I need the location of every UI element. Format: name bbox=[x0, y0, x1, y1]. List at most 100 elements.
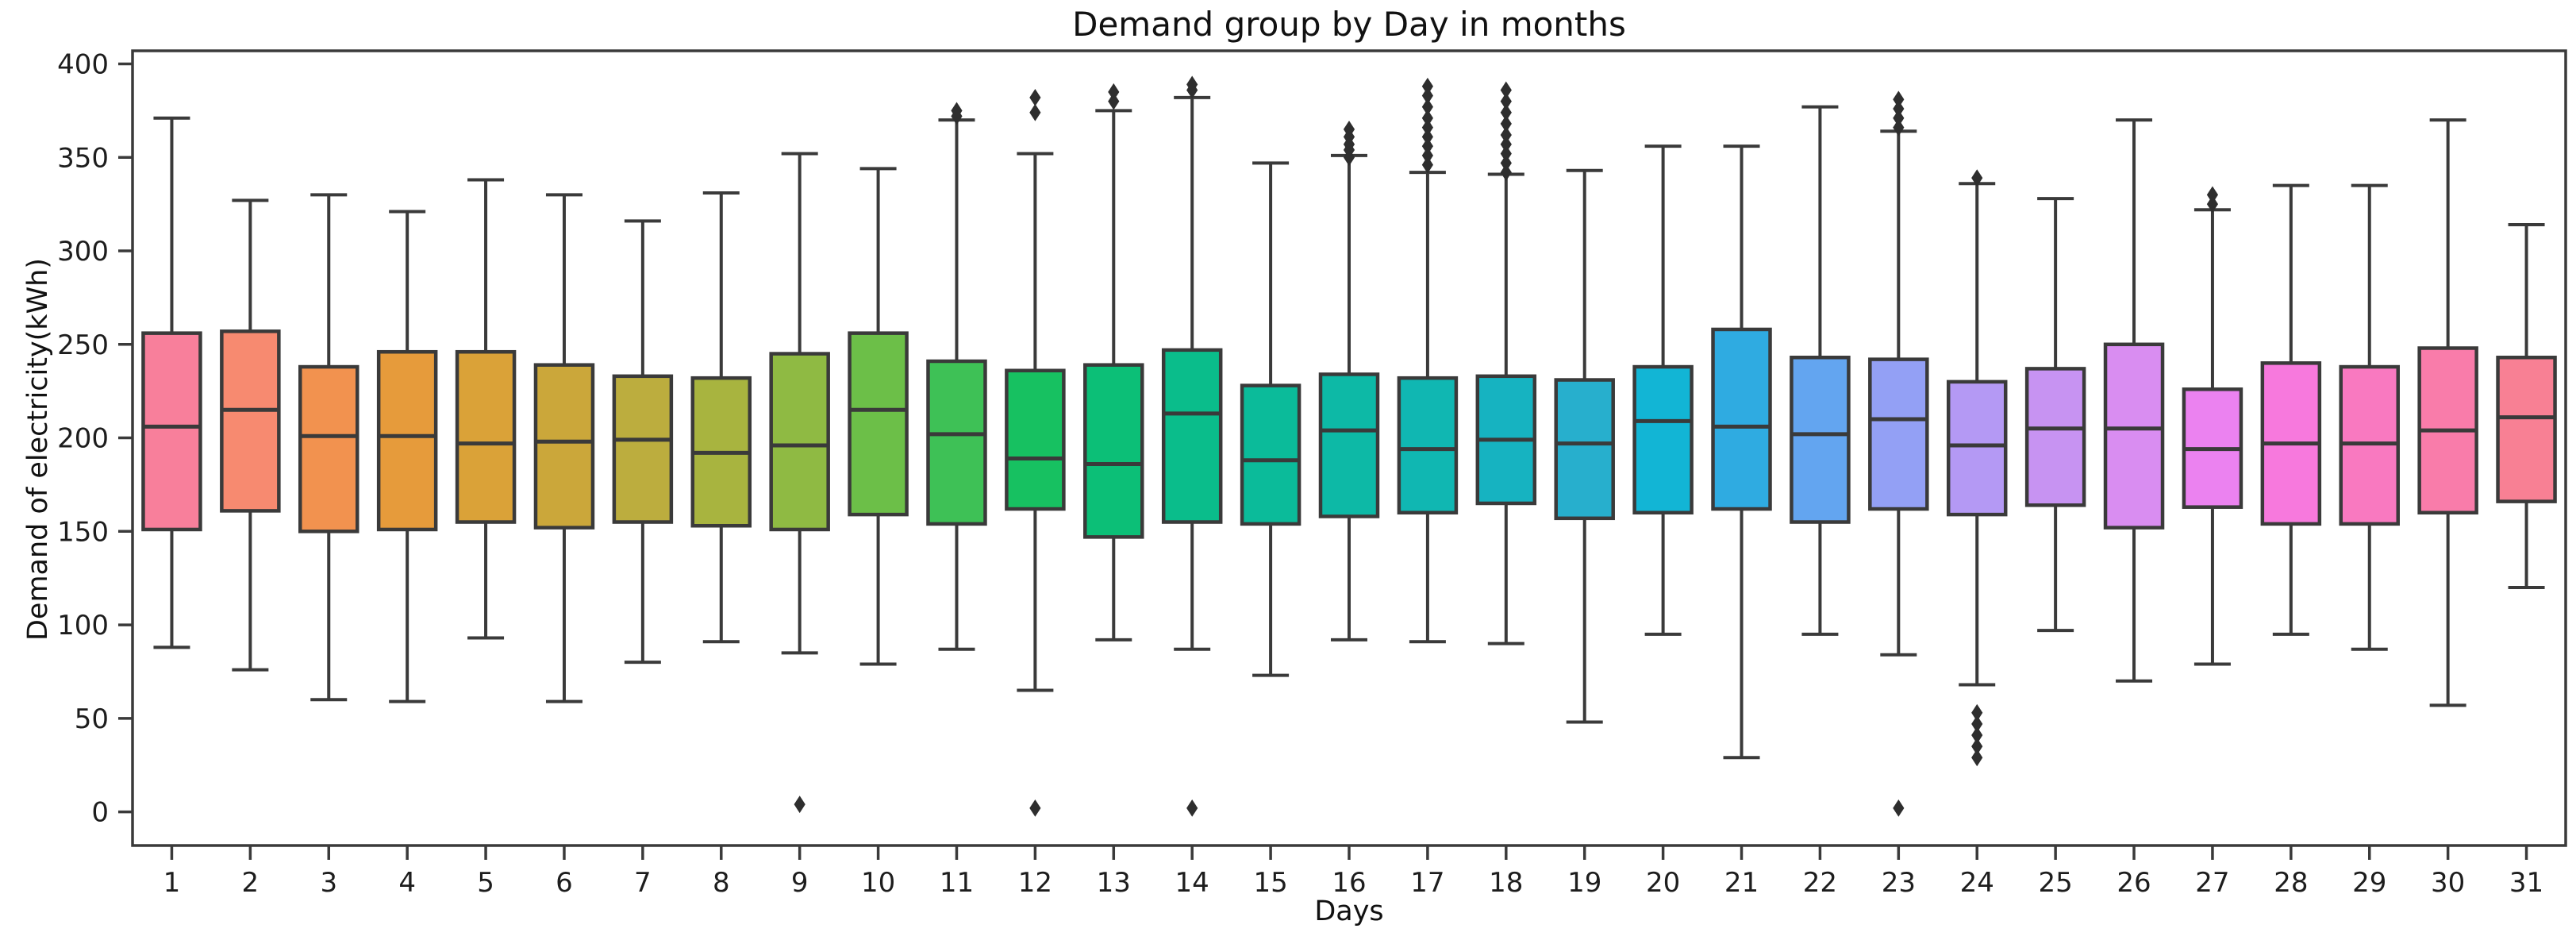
box-day-2 bbox=[220, 329, 281, 513]
x-tick-label: 26 bbox=[2117, 867, 2151, 899]
outlier-day-13 bbox=[1108, 83, 1120, 101]
outlier-day-18 bbox=[1500, 126, 1512, 144]
outlier-day-23 bbox=[1893, 91, 1905, 109]
outlier-day-18 bbox=[1500, 92, 1512, 110]
outlier-day-24 bbox=[1971, 726, 1983, 744]
outlier-day-17 bbox=[1421, 137, 1433, 156]
y-tick-label: 150 bbox=[57, 516, 109, 548]
outlier-day-13 bbox=[1108, 92, 1120, 110]
outlier-day-18 bbox=[1500, 135, 1512, 153]
outlier-day-17 bbox=[1421, 118, 1433, 137]
box-day-14 bbox=[1161, 348, 1223, 524]
box-day-4 bbox=[376, 349, 438, 532]
x-tick-label: 15 bbox=[1253, 867, 1287, 899]
outlier-day-9 bbox=[794, 796, 805, 814]
y-axis-label: Demand of electricity(kWh) bbox=[22, 257, 54, 641]
box-day-23 bbox=[1868, 357, 1929, 511]
outlier-day-18 bbox=[1500, 81, 1512, 99]
x-tick-label: 22 bbox=[1803, 867, 1837, 899]
x-tick-label: 7 bbox=[634, 867, 652, 899]
x-tick-label: 12 bbox=[1018, 867, 1052, 899]
box-day-6 bbox=[533, 363, 595, 530]
outlier-day-24 bbox=[1971, 169, 1983, 187]
box-day-12 bbox=[1005, 368, 1066, 511]
box-day-15 bbox=[1240, 383, 1301, 526]
box-day-9 bbox=[769, 352, 830, 532]
y-tick-label: 200 bbox=[57, 423, 109, 455]
outlier-day-12 bbox=[1029, 103, 1041, 121]
y-tick-label: 0 bbox=[91, 797, 109, 829]
outlier-day-17 bbox=[1421, 87, 1433, 105]
outlier-day-23 bbox=[1893, 109, 1905, 127]
outlier-day-24 bbox=[1971, 749, 1983, 767]
y-tick-label: 50 bbox=[75, 703, 109, 735]
x-tick-label: 14 bbox=[1175, 867, 1209, 899]
x-tick-label: 28 bbox=[2274, 867, 2308, 899]
outlier-day-24 bbox=[1971, 738, 1983, 756]
x-tick-label: 31 bbox=[2509, 867, 2543, 899]
box-day-19 bbox=[1554, 378, 1615, 521]
box-day-20 bbox=[1632, 364, 1694, 515]
box-day-13 bbox=[1083, 363, 1144, 539]
outlier-day-23 bbox=[1893, 118, 1905, 137]
outlier-day-27 bbox=[2206, 186, 2219, 204]
x-tick-label: 24 bbox=[1960, 867, 1994, 899]
x-tick-label: 18 bbox=[1489, 867, 1523, 899]
box-day-5 bbox=[455, 349, 517, 524]
y-tick-label: 400 bbox=[57, 48, 109, 80]
x-tick-label: 10 bbox=[861, 867, 895, 899]
outlier-day-18 bbox=[1500, 114, 1512, 133]
x-tick-label: 4 bbox=[398, 867, 416, 899]
outlier-day-24 bbox=[1971, 703, 1983, 722]
outlier-day-18 bbox=[1500, 144, 1512, 163]
x-tick-label: 8 bbox=[713, 867, 730, 899]
x-tick-label: 6 bbox=[556, 867, 573, 899]
outlier-day-23 bbox=[1893, 799, 1905, 817]
x-tick-label: 19 bbox=[1567, 867, 1601, 899]
y-tick-label: 100 bbox=[57, 610, 109, 641]
box-day-17 bbox=[1397, 376, 1459, 515]
x-tick-label: 2 bbox=[242, 867, 260, 899]
box-day-22 bbox=[1790, 356, 1851, 524]
x-tick-label: 29 bbox=[2352, 867, 2386, 899]
outlier-day-11 bbox=[951, 102, 963, 120]
outlier-day-27 bbox=[2206, 195, 2219, 214]
x-tick-label: 13 bbox=[1097, 867, 1131, 899]
box-day-31 bbox=[2496, 356, 2557, 503]
x-tick-label: 1 bbox=[163, 867, 181, 899]
box-day-21 bbox=[1711, 327, 1772, 511]
x-tick-label: 17 bbox=[1410, 867, 1444, 899]
outlier-day-17 bbox=[1421, 156, 1433, 174]
x-tick-label: 30 bbox=[2431, 867, 2465, 899]
x-tick-label: 16 bbox=[1332, 867, 1366, 899]
box-day-16 bbox=[1318, 372, 1380, 518]
outlier-day-17 bbox=[1421, 77, 1433, 95]
outlier-day-18 bbox=[1500, 164, 1512, 182]
box-day-24 bbox=[1946, 379, 2008, 517]
chart-title: Demand group by Day in months bbox=[1072, 5, 1626, 44]
outlier-day-17 bbox=[1421, 109, 1433, 127]
x-axis-label: Days bbox=[1314, 896, 1384, 927]
outlier-day-14 bbox=[1186, 75, 1198, 94]
box-day-11 bbox=[926, 359, 987, 526]
x-tick-label: 25 bbox=[2038, 867, 2072, 899]
box-day-3 bbox=[298, 364, 359, 534]
box-day-7 bbox=[612, 374, 674, 524]
outlier-day-23 bbox=[1893, 100, 1905, 118]
x-tick-label: 3 bbox=[320, 867, 337, 899]
outlier-day-24 bbox=[1971, 715, 1983, 733]
outlier-day-14 bbox=[1186, 799, 1198, 817]
box-day-25 bbox=[2024, 367, 2086, 507]
outlier-day-16 bbox=[1343, 121, 1355, 138]
box-day-10 bbox=[848, 331, 909, 517]
x-tick-label: 5 bbox=[477, 867, 494, 899]
outlier-day-12 bbox=[1029, 88, 1041, 106]
x-tick-label: 11 bbox=[940, 867, 974, 899]
x-tick-label: 27 bbox=[2195, 867, 2229, 899]
outlier-day-18 bbox=[1500, 103, 1512, 121]
outlier-day-18 bbox=[1500, 154, 1512, 172]
outlier-day-17 bbox=[1421, 128, 1433, 146]
box-day-1 bbox=[141, 331, 202, 532]
